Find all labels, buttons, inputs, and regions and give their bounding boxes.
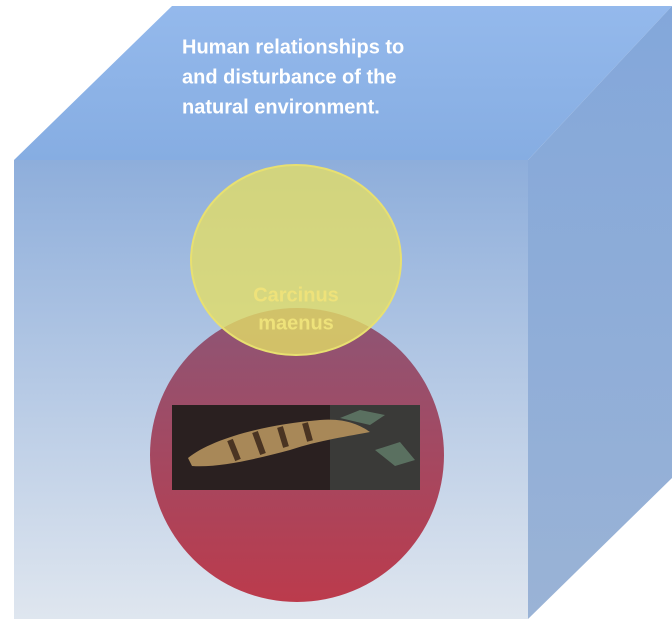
top-text-line: Human relationships to: [182, 36, 404, 58]
fish-photo: [172, 405, 420, 490]
top-text-line: natural environment.: [182, 96, 380, 118]
top-text-line: and disturbance of the: [182, 66, 396, 88]
diagram: Human relationships to and disturbance o…: [0, 0, 672, 619]
circle-label-line: Carcinus: [253, 284, 339, 306]
page: Human relationships to and disturbance o…: [0, 0, 672, 619]
circle-label-line: maenus: [258, 312, 334, 334]
